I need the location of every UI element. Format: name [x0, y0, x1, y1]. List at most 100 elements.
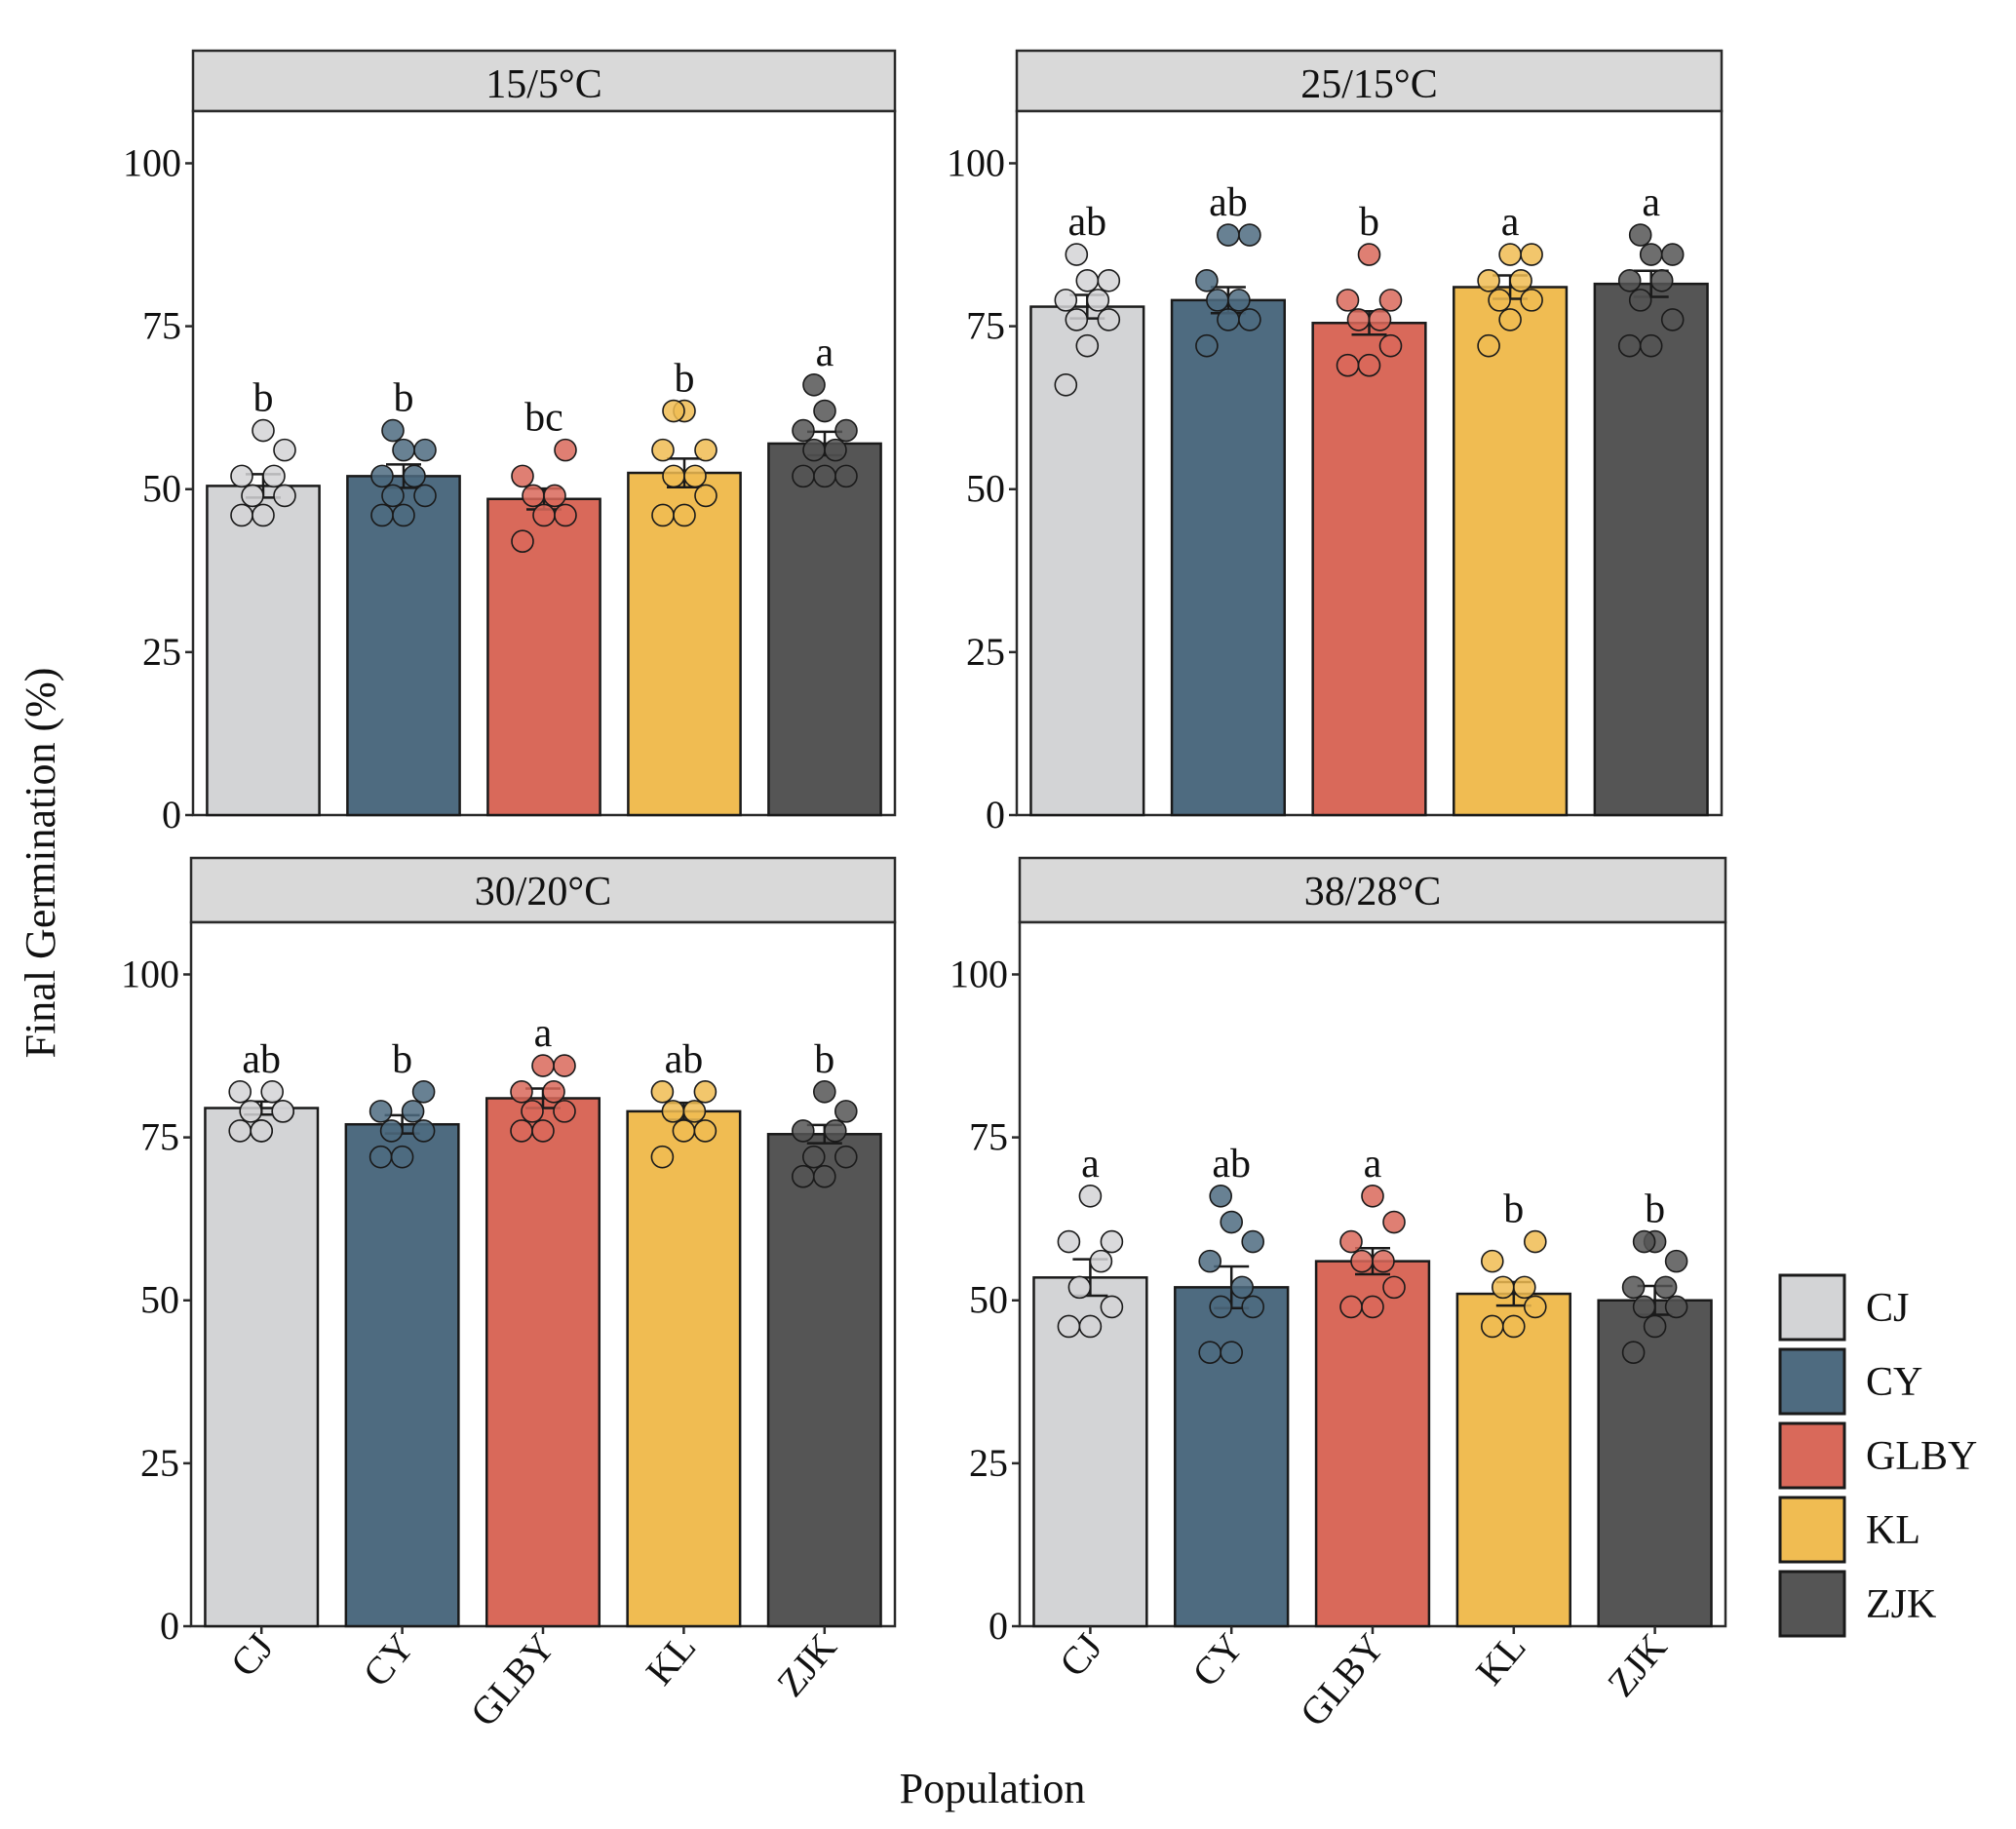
data-point — [1357, 243, 1381, 266]
data-point — [379, 1119, 404, 1143]
data-point — [1660, 308, 1685, 331]
data-point — [1195, 269, 1219, 292]
data-point — [1065, 243, 1089, 266]
bar-cj — [204, 1107, 320, 1628]
significance-letter: b — [675, 357, 695, 402]
data-point — [802, 438, 826, 462]
y-tick-label: 25 — [142, 630, 181, 674]
facet-strip — [191, 49, 897, 113]
data-point — [1339, 1229, 1363, 1254]
significance-letter: b — [253, 376, 274, 421]
y-tick-label: 75 — [142, 304, 181, 348]
significance-letter: a — [1081, 1142, 1100, 1187]
significance-letter: a — [534, 1011, 553, 1056]
data-point — [230, 464, 253, 488]
bar-cy — [1170, 298, 1286, 817]
data-point — [542, 1080, 565, 1104]
data-point — [650, 1080, 675, 1104]
significance-letter: b — [814, 1037, 834, 1082]
data-point — [239, 1100, 263, 1123]
data-point — [1206, 289, 1229, 312]
x-axis-title: Population — [900, 1765, 1086, 1812]
facet-title: 30/20°C — [475, 870, 611, 914]
data-point — [511, 464, 534, 488]
data-point — [1075, 333, 1100, 358]
data-point — [834, 464, 858, 488]
legend-key-cy — [1778, 1347, 1846, 1416]
data-point — [1217, 308, 1240, 331]
legend-label: CY — [1866, 1360, 1922, 1405]
data-point — [1653, 1275, 1678, 1300]
data-point — [522, 484, 545, 508]
y-tick-label: 100 — [123, 140, 181, 184]
data-point — [1097, 308, 1121, 331]
data-point — [411, 1080, 436, 1104]
data-point — [1520, 289, 1543, 312]
data-point — [1382, 1210, 1406, 1234]
x-tick-label: ZJK — [1599, 1625, 1676, 1705]
data-point — [1509, 269, 1532, 292]
data-point — [1220, 1341, 1243, 1365]
data-point — [1368, 308, 1392, 331]
significance-letter: b — [1503, 1187, 1524, 1232]
data-point — [554, 503, 577, 527]
data-point — [1227, 289, 1251, 312]
data-point — [262, 464, 286, 488]
data-point — [531, 1054, 555, 1077]
y-tick-label: 50 — [966, 467, 1005, 511]
legend-key-cj — [1778, 1273, 1846, 1342]
legend-key-zjk — [1778, 1570, 1846, 1638]
bar-kl — [1455, 1292, 1571, 1628]
data-point — [791, 1119, 815, 1143]
legend-label: CJ — [1866, 1286, 1909, 1331]
data-point — [1361, 1295, 1384, 1319]
data-point — [368, 1100, 393, 1123]
data-point — [1643, 1314, 1667, 1339]
data-point — [1621, 1275, 1646, 1300]
data-point — [1498, 308, 1522, 331]
data-point — [813, 464, 836, 488]
y-tick-label: 100 — [947, 140, 1005, 184]
bar-glby — [1314, 1260, 1431, 1628]
y-tick-label: 0 — [989, 1604, 1008, 1648]
data-point — [228, 1080, 252, 1104]
data-point — [824, 438, 847, 462]
data-point — [260, 1080, 285, 1104]
data-point — [1488, 289, 1511, 312]
data-point — [1350, 1249, 1374, 1273]
data-point — [553, 1100, 576, 1123]
legend-label: KL — [1866, 1508, 1920, 1553]
data-point — [1664, 1295, 1688, 1319]
data-point — [1617, 269, 1642, 292]
data-point — [1357, 353, 1381, 377]
data-point — [370, 464, 394, 488]
data-point — [834, 1100, 858, 1123]
y-tick-label: 75 — [966, 304, 1005, 348]
bar-glby — [486, 497, 601, 817]
data-point — [1346, 308, 1371, 331]
legend-label: ZJK — [1866, 1582, 1936, 1627]
bar-cj — [1029, 305, 1145, 817]
data-point — [1100, 1229, 1124, 1254]
data-point — [693, 1119, 717, 1143]
data-point — [650, 1145, 675, 1169]
significance-letter: a — [1642, 180, 1660, 225]
data-point — [401, 1100, 425, 1123]
x-tick-label: CJ — [1051, 1625, 1111, 1685]
data-point — [1481, 1249, 1504, 1273]
data-point — [1336, 353, 1360, 377]
data-point — [1378, 333, 1403, 358]
data-point — [1198, 1341, 1221, 1365]
data-point — [1054, 372, 1078, 397]
legend-label: GLBY — [1866, 1434, 1977, 1479]
data-point — [521, 1100, 544, 1123]
facet-strip — [189, 856, 897, 924]
data-point — [1520, 243, 1543, 266]
data-point — [1382, 1275, 1406, 1300]
data-point — [1100, 1295, 1124, 1319]
data-point — [1477, 333, 1500, 358]
data-point — [368, 1145, 393, 1169]
significance-letter: ab — [242, 1037, 281, 1082]
data-point — [694, 438, 717, 462]
